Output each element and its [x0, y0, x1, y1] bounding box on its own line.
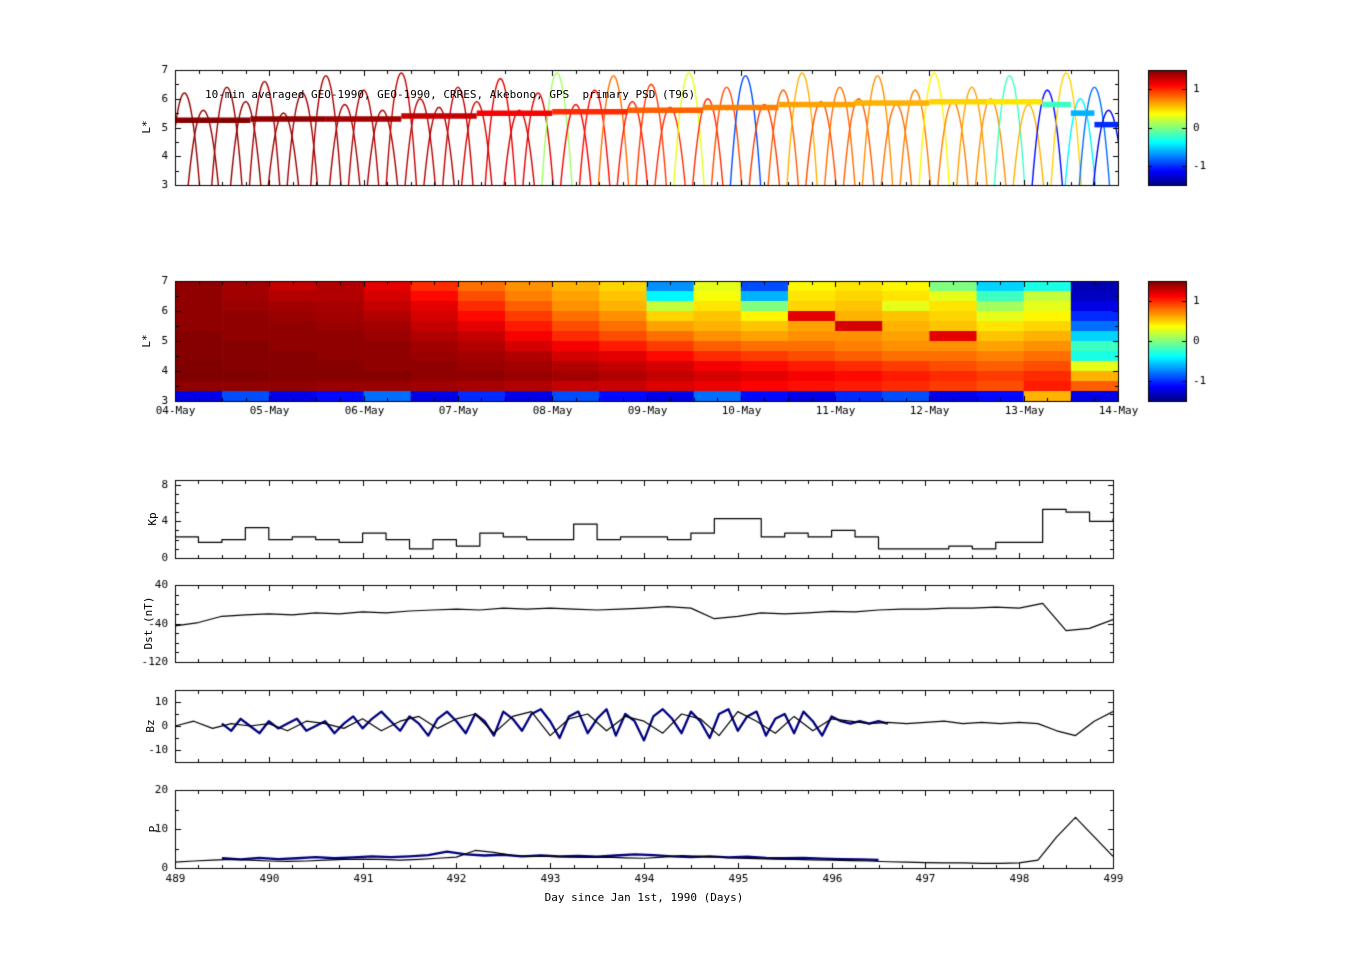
ylabel-lstar-top: L* — [139, 120, 153, 134]
ylabel-dst: Dst (nT) — [141, 596, 155, 650]
psd-title-annotation: 10-min averaged GEO-1990, GEO-1990, CRRE… — [205, 88, 696, 101]
ylabel-p: P — [146, 825, 160, 833]
ylabel-lstar-bottom: L* — [139, 334, 153, 348]
ylabel-bz: Bz — [143, 719, 157, 733]
xlabel-time: Day since Jan 1st, 1990 (Days) — [544, 891, 744, 904]
ylabel-kp: Kp — [145, 512, 159, 526]
